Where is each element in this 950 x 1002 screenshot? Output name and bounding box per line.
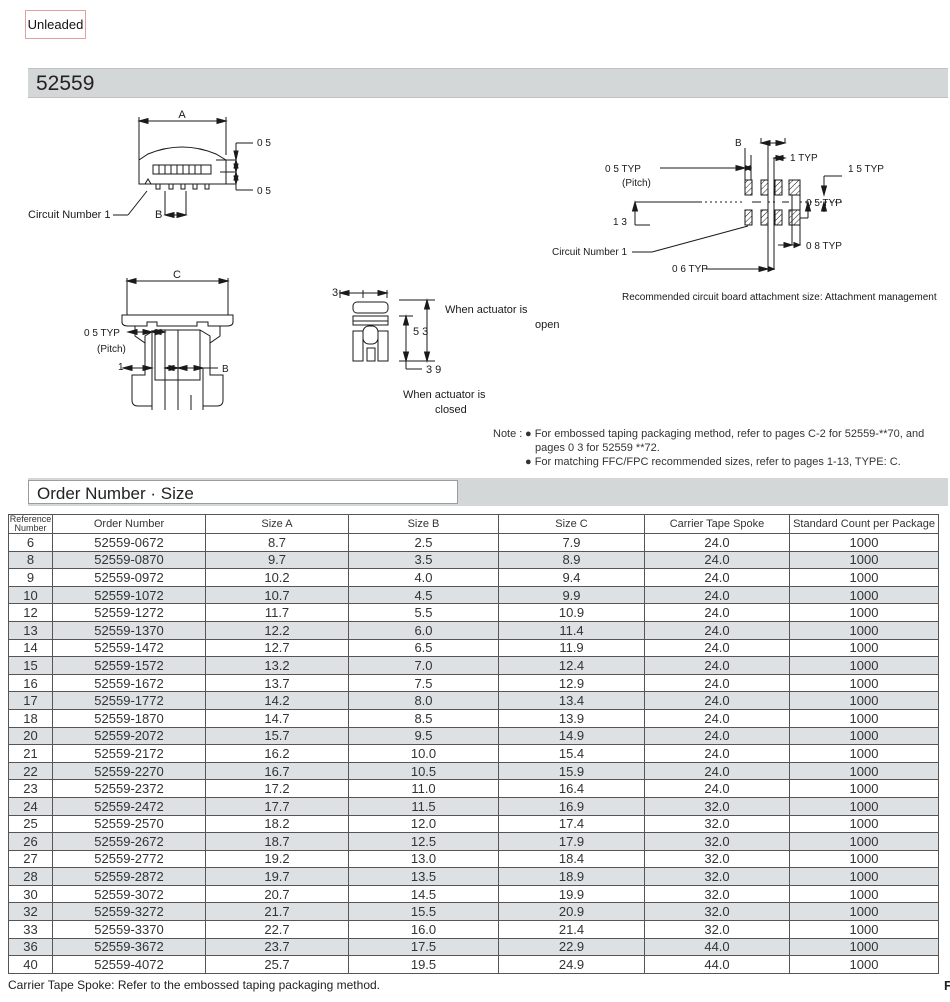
svg-text:B: B [222, 364, 229, 375]
svg-text:When actuator is: When actuator is [403, 389, 486, 401]
svg-text:closed: closed [435, 404, 467, 416]
svg-text:0 5 TYP: 0 5 TYP [84, 328, 120, 339]
svg-text:C: C [173, 269, 181, 281]
svg-text:0 5: 0 5 [257, 138, 271, 149]
svg-text:3: 3 [332, 287, 338, 299]
svg-text:1 3: 1 3 [613, 217, 627, 228]
svg-text:B: B [155, 209, 162, 221]
svg-text:B: B [735, 138, 742, 149]
svg-text:0 6 TYP: 0 6 TYP [672, 264, 708, 275]
svg-text:1 TYP: 1 TYP [790, 153, 818, 164]
svg-text:When actuator is: When actuator is [445, 304, 528, 316]
svg-text:0 8 TYP: 0 8 TYP [806, 241, 842, 252]
svg-text:(Pitch): (Pitch) [622, 178, 651, 189]
svg-text:(Pitch): (Pitch) [97, 344, 126, 355]
svg-text:0 5 TYP: 0 5 TYP [605, 164, 641, 175]
svg-text:open: open [535, 319, 559, 331]
svg-text:3 9: 3 9 [426, 364, 441, 376]
svg-text:Circuit Number 1: Circuit Number 1 [28, 209, 111, 221]
svg-text:Recommended circuit board atta: Recommended circuit board attachment siz… [622, 292, 937, 303]
svg-text:5 3: 5 3 [413, 326, 428, 338]
svg-text:1 5 TYP: 1 5 TYP [848, 164, 884, 175]
svg-text:Circuit Number 1: Circuit Number 1 [552, 247, 627, 258]
svg-text:0 5: 0 5 [257, 186, 271, 197]
svg-text:A: A [178, 109, 186, 121]
